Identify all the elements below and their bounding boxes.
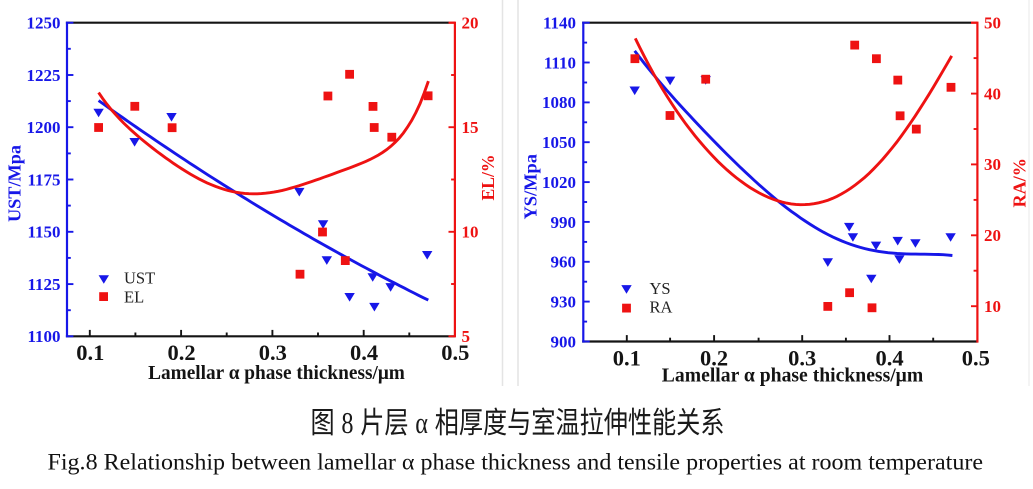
svg-text:YS/Mpa: YS/Mpa [521,154,541,220]
svg-text:0.2: 0.2 [167,340,195,365]
svg-text:1250: 1250 [27,14,61,33]
svg-text:1100: 1100 [27,327,60,346]
svg-text:0.1: 0.1 [76,340,104,365]
svg-text:YS: YS [650,279,671,298]
svg-text:UST: UST [124,269,155,288]
svg-text:0.3: 0.3 [259,340,287,365]
svg-text:UST/Mpa: UST/Mpa [5,145,25,222]
svg-text:1020: 1020 [542,173,576,192]
svg-text:900: 900 [551,332,577,351]
svg-text:1125: 1125 [27,275,60,294]
svg-text:1225: 1225 [27,66,61,85]
svg-text:0.5: 0.5 [962,345,990,370]
svg-text:0.3: 0.3 [788,345,816,370]
svg-text:RA: RA [650,298,673,317]
svg-text:50: 50 [984,14,1001,33]
svg-text:EL: EL [124,287,144,306]
svg-text:0.2: 0.2 [700,345,728,370]
svg-text:30: 30 [984,155,1001,174]
svg-text:1050: 1050 [542,133,576,152]
svg-text:10: 10 [984,297,1001,316]
svg-text:1200: 1200 [27,118,61,137]
svg-text:15: 15 [462,118,479,137]
svg-text:1110: 1110 [544,53,576,72]
svg-text:960: 960 [551,253,577,272]
svg-text:0.5: 0.5 [441,340,469,365]
svg-text:Fig.8 Relationship between lam: Fig.8 Relationship between lamellar α ph… [48,450,984,475]
svg-text:40: 40 [984,84,1001,103]
svg-text:RA/%: RA/% [1010,158,1030,207]
svg-text:1140: 1140 [543,14,576,33]
svg-text:10: 10 [462,223,479,242]
svg-text:EL/%: EL/% [478,155,498,201]
svg-text:0.1: 0.1 [613,345,641,370]
svg-text:930: 930 [551,292,577,311]
svg-text:20: 20 [462,14,479,33]
svg-text:0.4: 0.4 [350,340,378,365]
svg-text:0.4: 0.4 [875,345,903,370]
svg-text:1150: 1150 [27,223,60,242]
svg-text:990: 990 [551,213,577,232]
svg-text:1080: 1080 [542,93,576,112]
svg-text:1175: 1175 [27,170,60,189]
svg-text:5: 5 [462,327,471,346]
svg-text:20: 20 [984,226,1001,245]
svg-text:Lamellar α phase thickness/μm: Lamellar α phase thickness/μm [662,364,923,386]
svg-text:Lamellar α phase thickness/μm: Lamellar α phase thickness/μm [148,362,405,384]
